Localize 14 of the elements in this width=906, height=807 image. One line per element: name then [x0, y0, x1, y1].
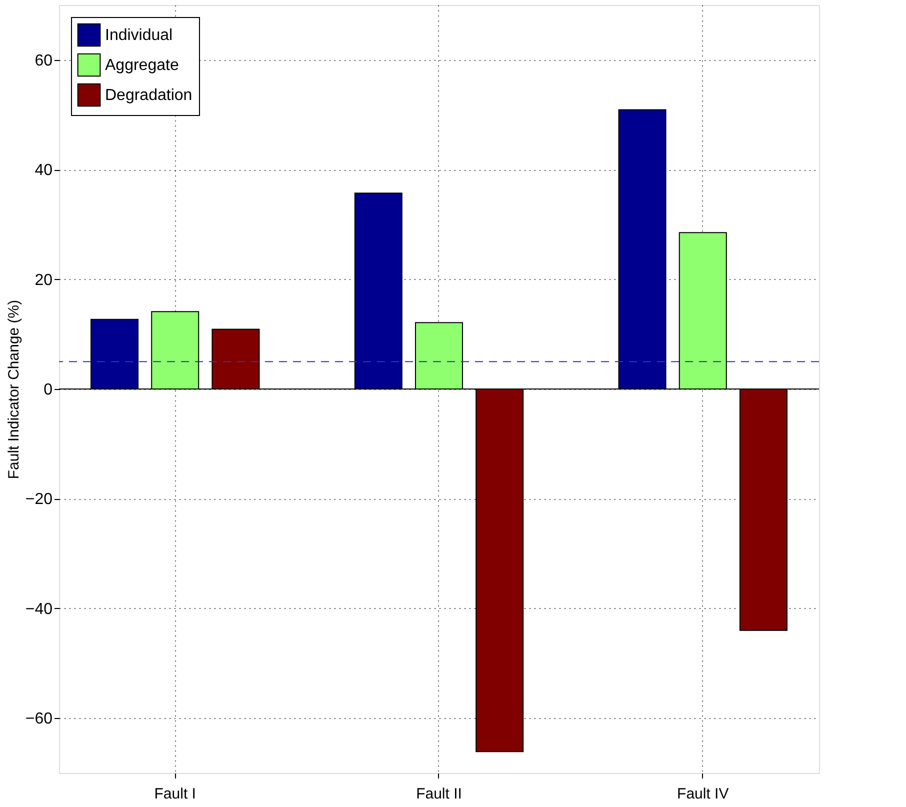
legend-label: Individual [105, 27, 173, 44]
y-axis-title: Fault Indicator Change (%) [5, 300, 22, 480]
legend-label: Aggregate [105, 57, 179, 74]
y-tick-label: 60 [34, 52, 53, 70]
y-tick-label: 40 [34, 162, 53, 180]
x-tick-label: Fault I [154, 786, 196, 802]
y-tick-label: 20 [34, 272, 53, 289]
y-tick-label: 0 [44, 382, 53, 398]
y-tick-label: −60 [25, 710, 53, 728]
y-tick-label: −20 [25, 491, 53, 508]
y-tick-label: −40 [25, 600, 53, 618]
legend-label: Degradation [105, 87, 192, 104]
x-tick-label: Fault II [416, 786, 462, 802]
x-tick-label: Fault IV [677, 786, 729, 802]
